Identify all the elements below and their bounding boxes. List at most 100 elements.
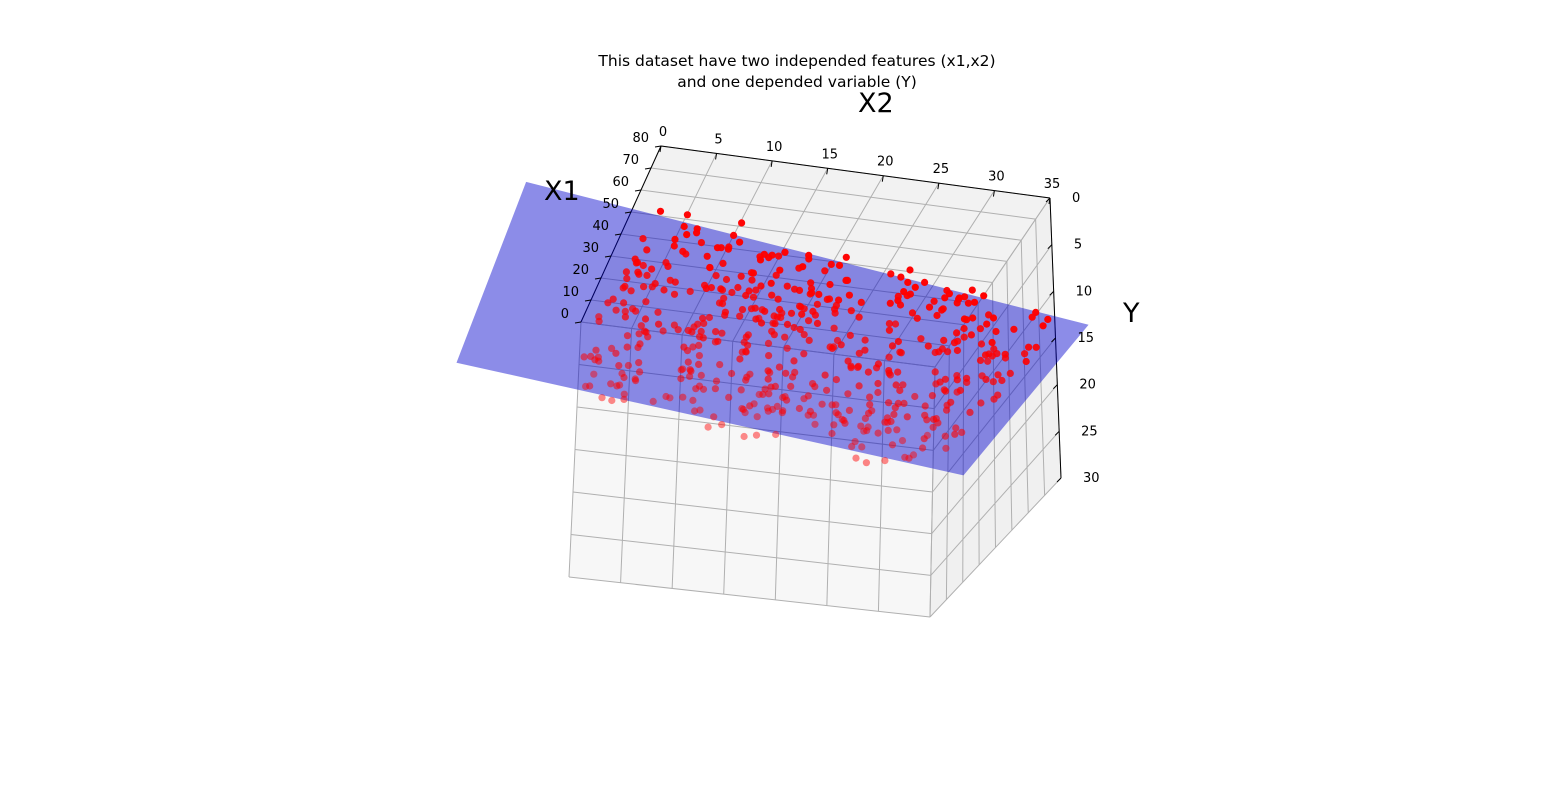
grid-line-x1 [630,211,1007,262]
scatter-point [688,328,696,336]
scatter-point [719,259,727,267]
scatter-point [590,370,598,378]
scatter-point [781,333,789,341]
scatter-point [966,408,974,416]
grid-line-x1 [640,189,1022,241]
scatter-point [743,373,751,381]
y-tick-label: 15 [1078,331,1095,346]
scatter-point [674,326,682,334]
scatter-point [844,357,852,365]
scatter-point [737,386,745,394]
scatter-point [950,339,959,347]
scatter-point [908,309,917,317]
scatter-point [716,361,724,369]
x1-tick-mark [594,277,602,280]
scatter-point [791,368,799,376]
scatter-point [655,320,663,328]
scatter-point [841,419,849,427]
scatter-point [939,305,947,313]
scatter-point [953,346,962,355]
scatter-point [736,238,744,246]
scatter-point [851,438,859,446]
scatter-point [846,331,854,339]
grid-line-y [930,431,1060,576]
scatter-point [695,360,703,368]
scatter-point [830,421,838,429]
scatter-point [782,369,790,377]
scatter-point [930,297,938,305]
scatter-point [706,263,714,272]
scatter-point [985,311,993,319]
scatter-point [941,294,949,302]
y-axis-label: Y [1122,298,1140,329]
scatter-point [694,320,702,328]
scatter-point [845,406,854,414]
scatter-point [924,342,932,350]
scatter-point [866,393,874,401]
scatter-point [764,339,773,347]
scatter-point [901,453,909,461]
scatter-point [783,320,792,328]
scatter-point [641,315,650,323]
scatter-point [990,395,998,403]
scatter-point [751,304,759,312]
scatter-point [634,343,642,352]
scatter-point [763,404,772,412]
scatter-point [635,330,643,338]
scatter-point [863,427,871,435]
x1-tick-label: 60 [612,175,629,190]
grid-line-y [934,197,1051,368]
grid-line-y [933,244,1053,409]
scatter-point [712,272,720,280]
scatter-point [955,294,963,302]
scatter-point [683,211,692,219]
scatter-point [618,369,626,378]
scatter-point [891,320,900,328]
scatter-point [848,442,856,451]
scatter-point [835,261,844,269]
y-tick-label: 0 [1072,191,1080,206]
scatter-point [861,414,870,422]
x1-tick-mark [624,211,632,214]
scatter-point [703,252,711,260]
x2-axis-line [660,145,1051,199]
scatter-point [830,324,838,332]
scatter-point [598,394,606,402]
scatter-point [693,229,701,237]
scatter-point [608,396,616,405]
scatter-point [903,413,911,421]
scatter-point [627,287,635,295]
scatter-point [805,251,813,259]
scatter-point [827,260,835,268]
scatter-point [1022,357,1030,366]
scatter-point [885,353,893,361]
scatter-point [800,331,808,339]
scatter-point [832,301,841,309]
scatter-point [963,374,971,382]
scatter-point [697,239,706,247]
x1-tick-label: 0 [561,307,569,322]
scatter-point [714,337,722,345]
scatter-point [806,407,815,415]
scatter-point [942,387,950,395]
scatter-point [938,345,947,353]
scatter-point [639,235,647,243]
scatter-point [842,276,850,284]
scatter-point [811,383,819,391]
grid-line-x1 [650,167,1036,220]
scatter-point [951,430,959,438]
x1-tick-label: 40 [592,219,609,234]
grid-line-y [580,321,936,368]
scatter-point [717,244,725,252]
scatter-point [1044,315,1052,323]
scatter-point [854,363,862,371]
x2-tick-mark [659,145,662,153]
scatter-point [953,372,961,380]
scatter-point [994,371,1002,379]
scatter-point [699,385,708,393]
scatter-point [795,404,804,413]
scatter-point [621,282,629,290]
scatter-point [1001,350,1009,358]
scatter-point [1039,322,1047,330]
y-tick-label: 5 [1074,238,1082,253]
